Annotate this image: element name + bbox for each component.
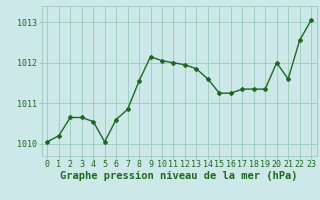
X-axis label: Graphe pression niveau de la mer (hPa): Graphe pression niveau de la mer (hPa) [60, 171, 298, 181]
